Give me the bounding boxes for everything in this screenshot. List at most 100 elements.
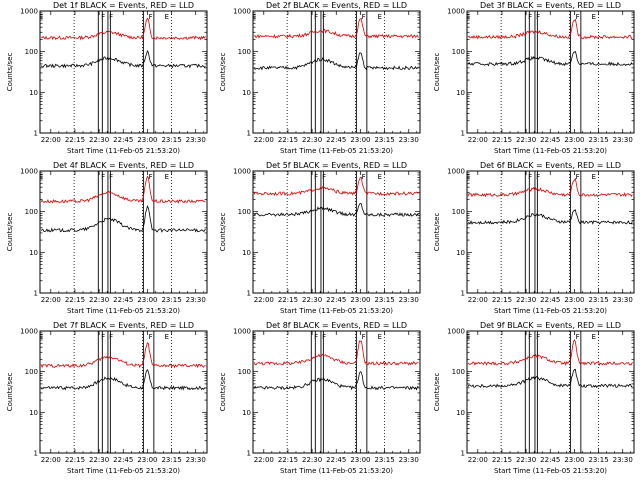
y-axis-label: Counts/sec	[433, 373, 441, 412]
series-lld-line	[40, 175, 206, 204]
y-tick-label: 1000	[447, 328, 465, 336]
x-axis-label: Start Time (11-Feb-05 21:53:20)	[494, 307, 607, 315]
panel-svg: Det 6f BLACK = Events, RED = LLD 1 10 100 10…	[433, 161, 635, 315]
panel-title: Det 3f BLACK = Events, RED = LLD	[480, 1, 621, 10]
y-tick-label: 1000	[20, 328, 38, 336]
interval-mark: E	[592, 173, 596, 181]
series-events-line	[40, 369, 206, 391]
x-tick-label: 22:30	[302, 136, 322, 144]
x-tick-label: 22:45	[113, 296, 133, 304]
y-tick-label: 100	[452, 208, 465, 216]
series-events-line	[467, 50, 633, 67]
interval-mark: F	[101, 173, 105, 181]
x-axis-label: Start Time (11-Feb-05 21:53:20)	[494, 147, 607, 155]
y-tick-label: 100	[25, 48, 38, 56]
y-tick-label: 1	[247, 290, 251, 298]
x-tick-label: 22:00	[254, 136, 274, 144]
x-tick-label: 22:45	[540, 456, 560, 464]
x-tick-label: 23:15	[161, 456, 181, 464]
y-tick-label: 1000	[447, 168, 465, 176]
panel-svg: Det 4f BLACK = Events, RED = LLD 1 10 100 10…	[6, 161, 208, 315]
interval-mark: E	[592, 13, 596, 21]
x-tick-label: 23:30	[399, 136, 419, 144]
x-tick-label: 23:15	[374, 136, 394, 144]
x-tick-label: 22:15	[65, 296, 85, 304]
x-tick-label: 22:30	[516, 456, 536, 464]
interval-mark: E	[252, 333, 256, 341]
y-tick-label: 10	[242, 409, 251, 417]
y-tick-label: 1	[34, 130, 38, 138]
y-axis-label: Counts/sec	[219, 53, 227, 92]
interval-mark: E	[378, 173, 382, 181]
y-tick-label: 10	[456, 89, 465, 97]
interval-mark: E	[165, 13, 169, 21]
x-tick-label: 23:30	[186, 296, 206, 304]
x-axis-label: Start Time (11-Feb-05 21:53:20)	[67, 147, 180, 155]
x-tick-label: 22:15	[492, 456, 512, 464]
y-tick-label: 100	[25, 208, 38, 216]
y-tick-label: 10	[242, 249, 251, 257]
detector-panel-2: Det 2f BLACK = Events, RED = LLD 1 10 100 10…	[213, 0, 426, 160]
panel-svg: Det 3f BLACK = Events, RED = LLD 1 10 100 10…	[433, 1, 635, 155]
interval-mark: F	[314, 333, 318, 341]
x-tick-label: 23:15	[374, 456, 394, 464]
series-lld-line	[467, 18, 633, 40]
interval-mark: E	[165, 333, 169, 341]
interval-mark: F	[322, 173, 326, 181]
detector-panel-1: Det 1f BLACK = Events, RED = LLD 1 10 100 10…	[0, 0, 213, 160]
x-tick-label: 22:45	[326, 296, 346, 304]
series-events-line	[40, 49, 206, 69]
x-tick-label: 23:00	[564, 296, 584, 304]
y-tick-label: 10	[29, 409, 38, 417]
detector-panel-7: Det 7f BLACK = Events, RED = LLD 1 10 100 10…	[0, 320, 213, 480]
y-tick-label: 1000	[233, 168, 251, 176]
series-events-line	[467, 368, 633, 389]
x-tick-label: 23:30	[186, 136, 206, 144]
panel-title: Det 1f BLACK = Events, RED = LLD	[53, 1, 194, 10]
x-tick-label: 22:30	[89, 136, 109, 144]
panel-svg: Det 7f BLACK = Events, RED = LLD 1 10 100 10…	[6, 321, 208, 475]
x-tick-label: 22:15	[278, 136, 298, 144]
x-tick-label: 22:30	[516, 136, 536, 144]
x-tick-label: 22:00	[254, 456, 274, 464]
x-tick-label: 23:00	[137, 136, 157, 144]
panel-svg: Det 1f BLACK = Events, RED = LLD 1 10 100 10…	[6, 1, 208, 155]
y-tick-label: 10	[29, 249, 38, 257]
y-tick-label: 10	[456, 409, 465, 417]
x-tick-label: 23:15	[374, 296, 394, 304]
y-tick-label: 1000	[447, 8, 465, 16]
y-tick-label: 100	[238, 208, 251, 216]
interval-mark: F	[536, 173, 540, 181]
interval-mark: E	[378, 13, 382, 21]
x-axis-label: Start Time (11-Feb-05 21:53:20)	[67, 307, 180, 315]
panel-svg: Det 2f BLACK = Events, RED = LLD 1 10 100 10…	[219, 1, 421, 155]
interval-mark: F	[528, 13, 532, 21]
interval-mark: F	[149, 333, 153, 341]
series-lld-line	[253, 176, 419, 196]
x-tick-label: 22:45	[540, 136, 560, 144]
series-lld-line	[467, 339, 633, 367]
y-axis-label: Counts/sec	[219, 213, 227, 252]
x-tick-label: 22:45	[540, 296, 560, 304]
x-axis-label: Start Time (11-Feb-05 21:53:20)	[67, 467, 180, 475]
y-tick-label: 100	[25, 368, 38, 376]
x-tick-label: 23:15	[588, 296, 608, 304]
interval-mark: F	[536, 333, 540, 341]
y-tick-label: 1	[247, 450, 251, 458]
interval-mark: F	[322, 333, 326, 341]
y-tick-label: 1	[461, 130, 465, 138]
interval-mark: F	[314, 173, 318, 181]
interval-mark: E	[466, 173, 470, 181]
x-tick-label: 23:00	[137, 456, 157, 464]
panel-svg: Det 9f BLACK = Events, RED = LLD 1 10 100 10…	[433, 321, 635, 475]
x-axis-label: Start Time (11-Feb-05 21:53:20)	[280, 467, 393, 475]
x-axis-label: Start Time (11-Feb-05 21:53:20)	[280, 147, 393, 155]
series-events-line	[253, 52, 419, 71]
x-tick-label: 23:00	[350, 296, 370, 304]
y-tick-label: 100	[452, 368, 465, 376]
series-lld-line	[40, 17, 206, 41]
plot-frame	[252, 170, 421, 294]
interval-mark: F	[362, 13, 366, 21]
interval-mark: F	[536, 13, 540, 21]
x-tick-label: 22:00	[41, 456, 61, 464]
